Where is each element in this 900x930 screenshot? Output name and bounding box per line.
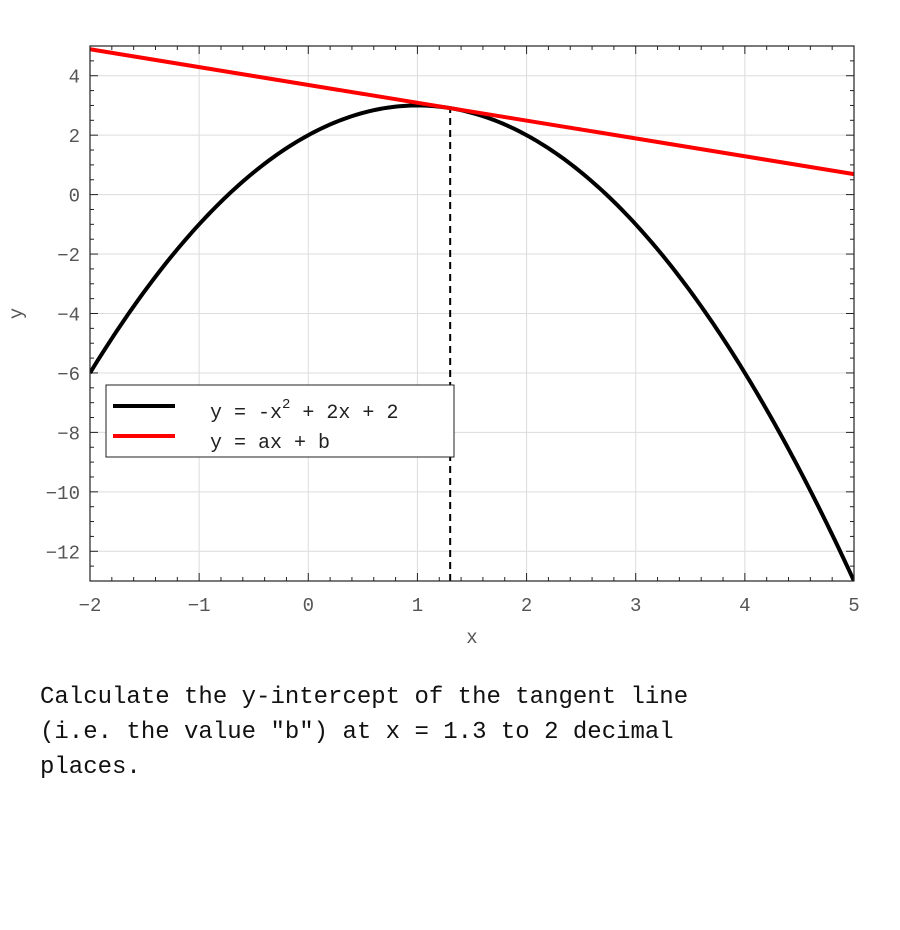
- tangent-line: [90, 47, 854, 177]
- x-tick-label: 5: [848, 595, 859, 617]
- y-tick-label: −2: [57, 245, 80, 267]
- parabola-curve: [90, 103, 854, 581]
- plot-area: [90, 47, 854, 581]
- y-tick-label: −10: [46, 483, 80, 505]
- y-tick-label: −8: [57, 423, 80, 445]
- x-tick-label: 2: [521, 595, 532, 617]
- y-tick-label: −4: [57, 305, 80, 327]
- y-tick-label: 0: [69, 186, 80, 208]
- legend-label: y = ax + b: [210, 432, 330, 455]
- x-tick-label: 3: [630, 595, 641, 617]
- legend: y = -x2 + 2x + 2 y = ax + b: [105, 384, 455, 458]
- x-tick-label: 4: [739, 595, 750, 617]
- x-tick-label: 0: [303, 595, 314, 617]
- y-axis-label: y: [6, 308, 28, 319]
- x-tick-label: 1: [412, 595, 423, 617]
- plot-frame: [89, 45, 855, 582]
- y-tick-label: −6: [57, 364, 80, 386]
- x-tick-label: −2: [79, 595, 102, 617]
- x-axis-label: x: [466, 627, 477, 649]
- y-tick-label: 4: [69, 67, 80, 89]
- question-text: Calculate the y-intercept of the tangent…: [40, 684, 689, 781]
- legend-label: y = -x2 + 2x + 2: [210, 397, 398, 425]
- legend-box: [105, 384, 455, 458]
- y-tick-label: −12: [46, 542, 80, 564]
- x-tick-label: −1: [188, 595, 211, 617]
- y-tick-label: 2: [69, 126, 80, 148]
